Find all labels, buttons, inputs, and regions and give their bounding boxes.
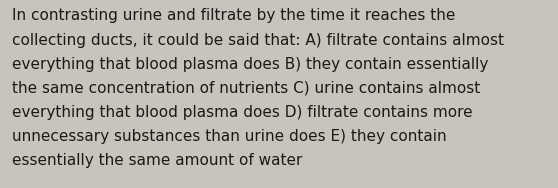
Text: the same concentration of nutrients C) urine contains almost: the same concentration of nutrients C) u… — [12, 81, 480, 96]
Text: everything that blood plasma does B) they contain essentially: everything that blood plasma does B) the… — [12, 57, 489, 72]
Text: collecting ducts, it could be said that: A) filtrate contains almost: collecting ducts, it could be said that:… — [12, 33, 504, 48]
Text: essentially the same amount of water: essentially the same amount of water — [12, 153, 302, 168]
Text: unnecessary substances than urine does E) they contain: unnecessary substances than urine does E… — [12, 129, 447, 144]
Text: everything that blood plasma does D) filtrate contains more: everything that blood plasma does D) fil… — [12, 105, 473, 120]
Text: In contrasting urine and filtrate by the time it reaches the: In contrasting urine and filtrate by the… — [12, 8, 456, 24]
